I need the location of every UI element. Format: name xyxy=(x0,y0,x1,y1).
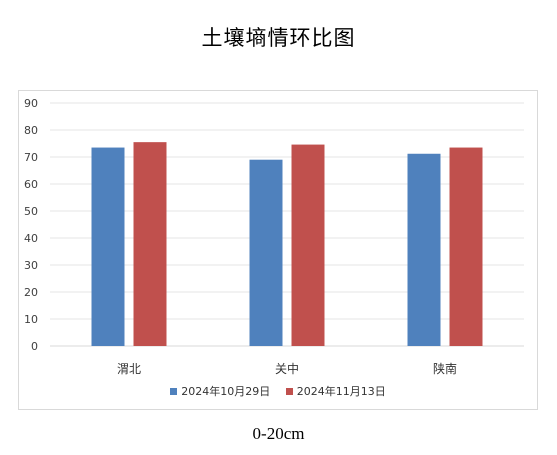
legend-label: 2024年11月13日 xyxy=(296,385,386,398)
chart-area: 0 10 20 30 40 50 60 70 80 90 渭北 关中 陕南 2024年10月29日 20… xyxy=(18,90,538,410)
chart-legend: 2024年10月29日 2024年11月13日 xyxy=(19,383,537,399)
legend-label: 2024年10月29日 xyxy=(181,385,271,398)
bar-1-1 xyxy=(91,147,125,346)
x-tick-label: 渭北 xyxy=(117,362,141,376)
y-tick-label: 90 xyxy=(24,97,38,110)
legend-swatch xyxy=(285,387,293,395)
legend-item-series-2: 2024年11月13日 xyxy=(285,383,386,399)
y-tick-label: 70 xyxy=(24,151,38,164)
legend-item-series-1: 2024年10月29日 xyxy=(170,383,270,399)
bar-2-3 xyxy=(449,147,483,346)
bar-2-2 xyxy=(291,144,325,346)
x-tick-label: 陕南 xyxy=(433,361,457,376)
y-tick-label: 40 xyxy=(24,232,38,245)
legend-swatch xyxy=(170,387,178,395)
bar-1-3 xyxy=(407,153,441,346)
bar-2-1 xyxy=(133,142,167,346)
x-tick-label: 关中 xyxy=(275,361,299,376)
bar-1-2 xyxy=(249,159,283,346)
bar-chart: 0 10 20 30 40 50 60 70 80 90 渭北 关中 陕南 xyxy=(24,97,524,376)
chart-title: 土壤墒情环比图 xyxy=(201,26,356,50)
y-tick-label: 10 xyxy=(24,313,38,326)
y-tick-label: 60 xyxy=(24,178,38,191)
y-tick-label: 20 xyxy=(24,286,38,299)
y-tick-label: 50 xyxy=(24,205,38,218)
y-tick-label: 0 xyxy=(31,340,38,353)
depth-caption: 0-20cm xyxy=(252,424,305,443)
y-tick-label: 80 xyxy=(24,124,38,137)
y-tick-label: 30 xyxy=(24,259,38,272)
